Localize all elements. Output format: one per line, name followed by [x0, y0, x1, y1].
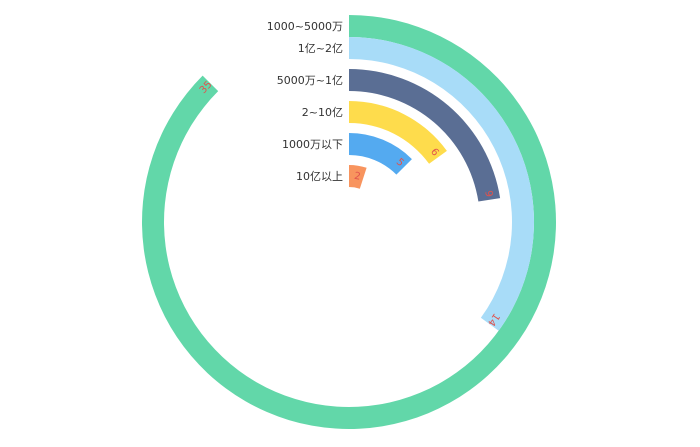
category-label-1: 1亿~2亿 — [298, 42, 343, 55]
category-label-0: 1000~5000万 — [267, 20, 343, 33]
value-label-4: 5 — [394, 157, 406, 170]
category-label-3: 2~10亿 — [302, 106, 343, 119]
value-label-3: 6 — [428, 147, 441, 159]
value-label-5: 2 — [353, 171, 361, 183]
value-label-2: 9 — [482, 190, 494, 198]
bar-2 — [349, 69, 501, 202]
category-label-5: 10亿以上 — [296, 170, 343, 183]
bar-1 — [349, 37, 534, 331]
bar-3 — [349, 101, 447, 164]
category-label-4: 1000万以下 — [282, 138, 343, 151]
bar-4 — [349, 133, 412, 175]
bar-0 — [141, 15, 556, 430]
category-label-2: 5000万~1亿 — [277, 74, 343, 87]
bar-5 — [349, 165, 367, 189]
